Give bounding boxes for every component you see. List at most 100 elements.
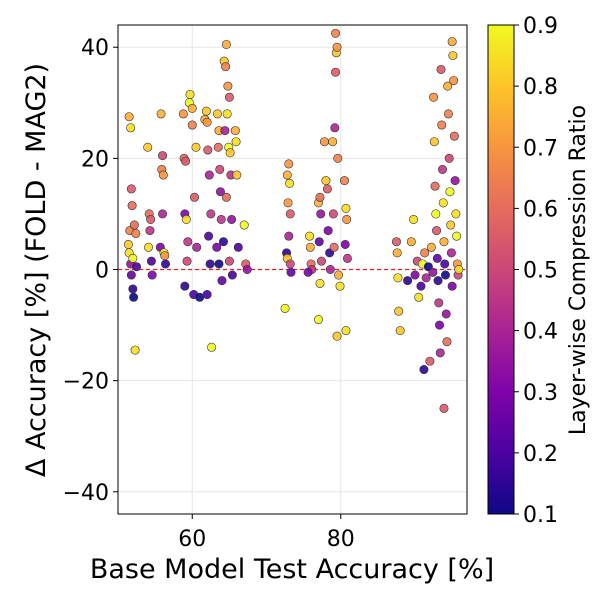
data-points	[123, 28, 464, 413]
data-point	[206, 209, 216, 219]
data-point	[202, 290, 212, 300]
data-point	[441, 309, 451, 319]
data-point	[185, 89, 195, 99]
data-point	[213, 142, 223, 152]
data-point	[433, 276, 443, 286]
data-point	[328, 209, 338, 219]
data-point	[445, 187, 455, 197]
data-point	[207, 342, 217, 352]
data-point	[160, 251, 170, 261]
data-point	[204, 231, 214, 241]
data-point	[146, 256, 156, 266]
data-point	[189, 192, 199, 202]
y-axis-label: Δ Accuracy [%] (FOLD - MAG2)	[21, 63, 52, 477]
colorbar-tick-label: 0.7	[523, 136, 558, 161]
data-point	[303, 267, 313, 277]
data-point	[403, 276, 413, 286]
data-point	[438, 198, 448, 208]
data-point	[314, 237, 324, 247]
data-point	[192, 242, 202, 252]
colorbar-tick-label: 0.3	[523, 381, 558, 406]
data-point	[432, 226, 442, 236]
colorbar-tick-label: 0.8	[523, 75, 558, 100]
data-point	[225, 148, 235, 158]
data-point	[333, 153, 343, 163]
data-point	[319, 137, 329, 147]
data-point	[440, 270, 450, 280]
data-point	[419, 365, 429, 375]
data-point	[221, 62, 231, 72]
data-point	[328, 137, 338, 147]
data-point	[444, 153, 454, 163]
data-point	[342, 253, 352, 263]
colorbar-tick-label: 0.5	[523, 259, 558, 284]
data-point	[215, 164, 225, 174]
data-point	[313, 315, 323, 325]
data-point	[416, 281, 426, 291]
data-point	[131, 228, 141, 238]
data-point	[239, 220, 249, 230]
data-point	[332, 331, 342, 341]
colorbar-tick-label: 0.6	[523, 197, 558, 222]
data-point	[129, 220, 139, 230]
data-point	[431, 209, 441, 219]
data-point	[439, 403, 449, 413]
data-point	[126, 123, 136, 133]
x-tick-label: 60	[178, 527, 206, 552]
data-point	[187, 103, 197, 113]
data-point	[414, 292, 424, 302]
data-point	[183, 237, 193, 247]
data-point	[203, 145, 213, 155]
data-point	[178, 109, 188, 119]
data-point	[330, 123, 340, 133]
data-point	[410, 270, 420, 280]
data-point	[285, 259, 295, 269]
data-point	[187, 120, 197, 130]
data-point	[395, 326, 405, 336]
data-point	[435, 320, 445, 330]
data-point	[282, 170, 292, 180]
data-point	[214, 259, 224, 269]
data-point	[426, 242, 436, 252]
data-point	[425, 356, 435, 366]
data-point	[216, 214, 226, 224]
data-point	[452, 231, 462, 241]
data-point	[443, 109, 453, 119]
data-point	[223, 81, 233, 91]
y-tick-label: 40	[81, 36, 109, 61]
y-tick-label: 0	[95, 259, 109, 284]
colorbar-tick-label: 0.4	[523, 320, 558, 345]
data-point	[242, 264, 252, 274]
data-point	[316, 256, 326, 266]
data-point	[123, 239, 133, 249]
data-point	[393, 273, 403, 283]
data-point	[430, 181, 440, 191]
data-point	[451, 209, 461, 219]
data-point	[156, 109, 166, 119]
data-point	[447, 281, 457, 291]
data-point	[280, 303, 290, 313]
data-point	[128, 284, 138, 294]
data-point	[227, 214, 237, 224]
data-point	[204, 170, 214, 180]
axis-ticks: 60 80 40 20 0 −20 −40	[63, 36, 355, 552]
colorbar-ticks: 0.9 0.8 0.7 0.6 0.5 0.4 0.3 0.2 0.1	[514, 14, 558, 528]
data-point	[437, 164, 447, 174]
data-point	[212, 242, 222, 252]
data-point	[429, 92, 439, 102]
data-point	[233, 242, 243, 252]
data-point	[391, 237, 401, 247]
data-point	[435, 348, 445, 358]
data-point	[283, 198, 293, 208]
data-point	[158, 151, 168, 161]
data-point	[191, 142, 201, 152]
data-point	[218, 237, 228, 247]
data-point	[315, 278, 325, 288]
data-point	[181, 156, 191, 166]
y-tick-label: −40	[63, 481, 109, 506]
data-point	[334, 270, 344, 280]
colorbar-tick-label: 0.2	[523, 442, 558, 467]
data-point	[158, 209, 168, 219]
data-point	[143, 142, 153, 152]
